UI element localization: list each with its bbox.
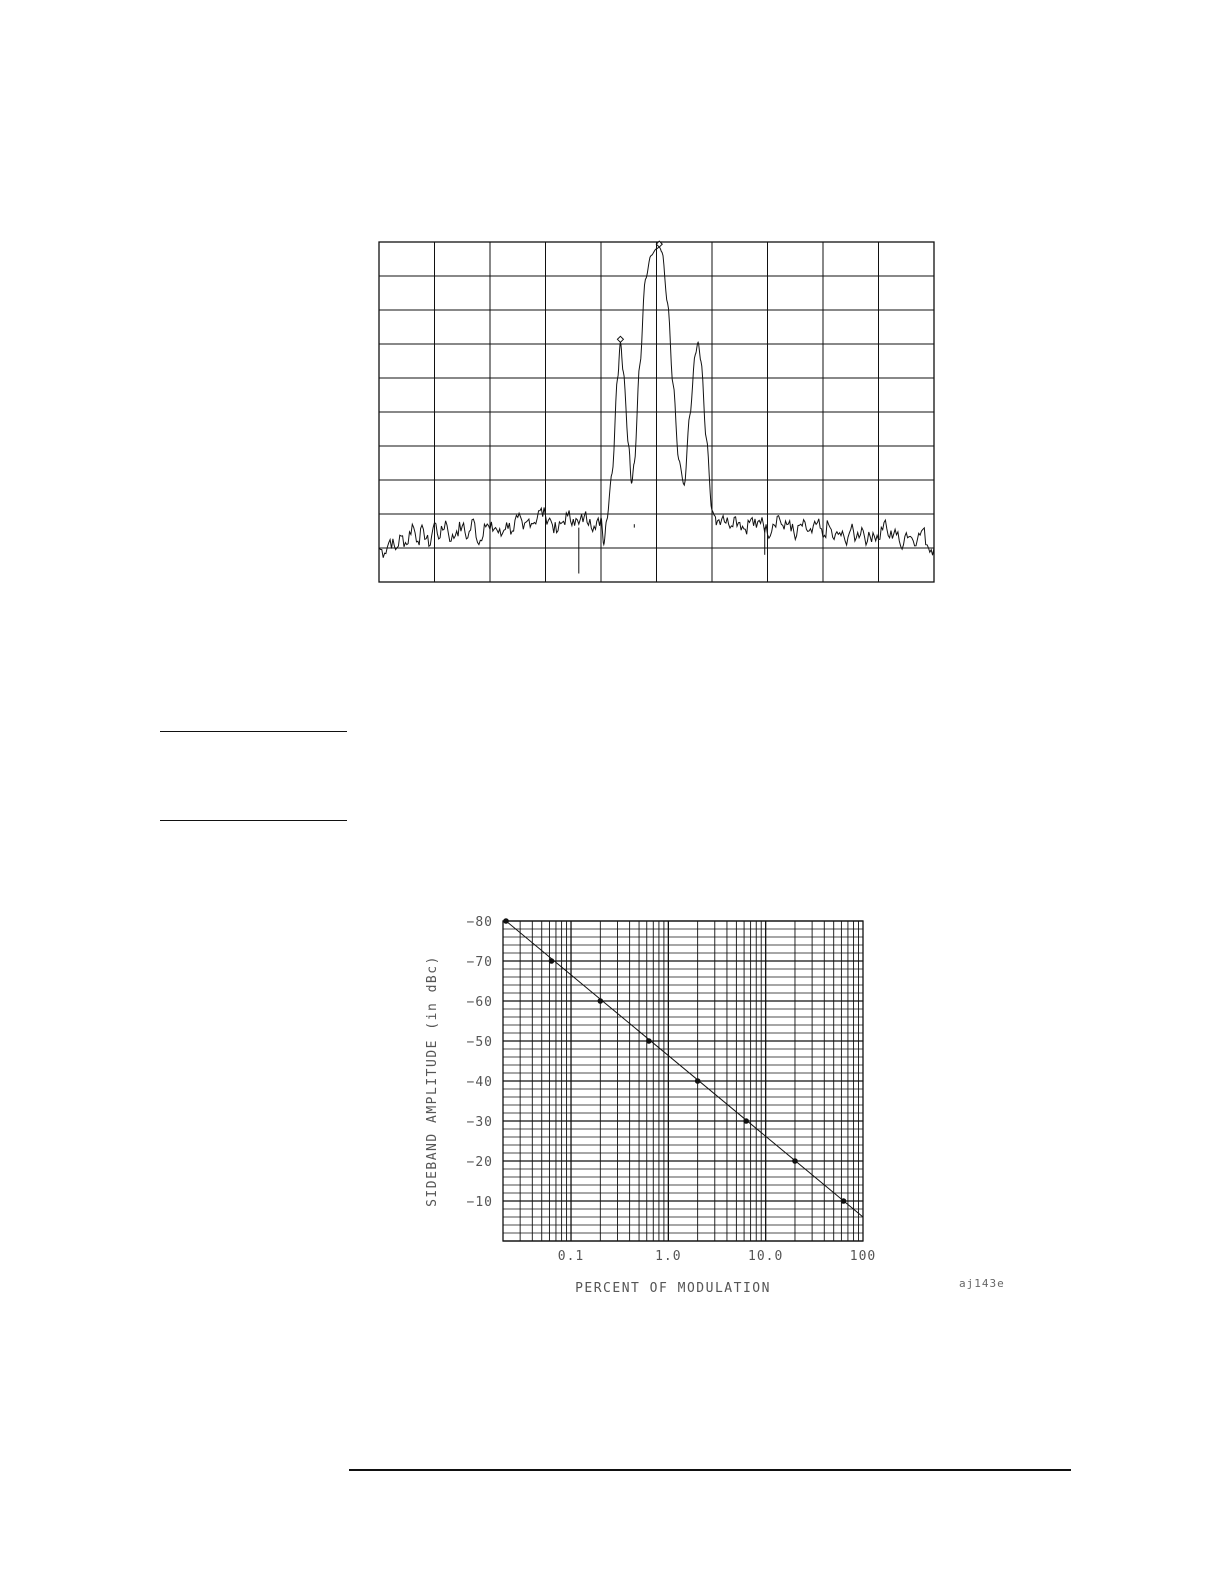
- y-tick-label: −40: [467, 1075, 493, 1090]
- y-tick-labels: −80 −70 −60 −50 −40 −30 −20 −10: [467, 915, 493, 1210]
- spectrum-trace: [378, 246, 935, 558]
- x-tick-label: 0.1: [558, 1249, 584, 1264]
- data-point: [694, 1078, 701, 1084]
- log-grid: [502, 920, 863, 1242]
- data-point: [503, 918, 509, 924]
- x-tick-label: 100: [850, 1249, 876, 1264]
- y-tick-label: −20: [467, 1155, 493, 1170]
- note-rule-top: [160, 731, 347, 732]
- sideband-chart: −80 −70 −60 −50 −40 −30 −20 −10 0.1 1.0 10.0 100 S…: [425, 915, 1005, 1296]
- data-point: [646, 1038, 652, 1044]
- data-points: [503, 918, 847, 1204]
- y-tick-label: −30: [467, 1115, 493, 1130]
- note-rule-bottom: [160, 820, 347, 821]
- data-point: [840, 1198, 847, 1204]
- y-axis-label: SIDEBAND AMPLITUDE (in dBc): [425, 955, 440, 1207]
- data-point: [792, 1158, 798, 1164]
- x-tick-labels: 0.1 1.0 10.0 100: [558, 1249, 876, 1264]
- spectrum-grid: [379, 242, 934, 582]
- fit-line: [505, 920, 864, 1218]
- log-frame: [502, 920, 864, 1242]
- peak-marker: [616, 335, 625, 344]
- data-point: [548, 958, 555, 964]
- spectrum-display: [378, 240, 935, 583]
- y-tick-label: −50: [467, 1035, 493, 1050]
- data-point: [743, 1118, 749, 1124]
- peak-marker: [655, 240, 663, 248]
- y-tick-label: −70: [467, 955, 493, 970]
- spectrum-markers: [616, 240, 663, 344]
- y-tick-label: −60: [467, 995, 493, 1010]
- data-point: [597, 998, 604, 1004]
- y-tick-label: −80: [467, 915, 493, 930]
- x-tick-label: 1.0: [655, 1249, 681, 1264]
- x-axis-label: PERCENT OF MODULATION: [575, 1281, 771, 1296]
- footer-rule: [349, 1469, 1071, 1471]
- y-tick-label: −10: [467, 1195, 493, 1210]
- x-tick-label: 10.0: [748, 1249, 783, 1264]
- figure-reference: aj143e: [959, 1277, 1005, 1290]
